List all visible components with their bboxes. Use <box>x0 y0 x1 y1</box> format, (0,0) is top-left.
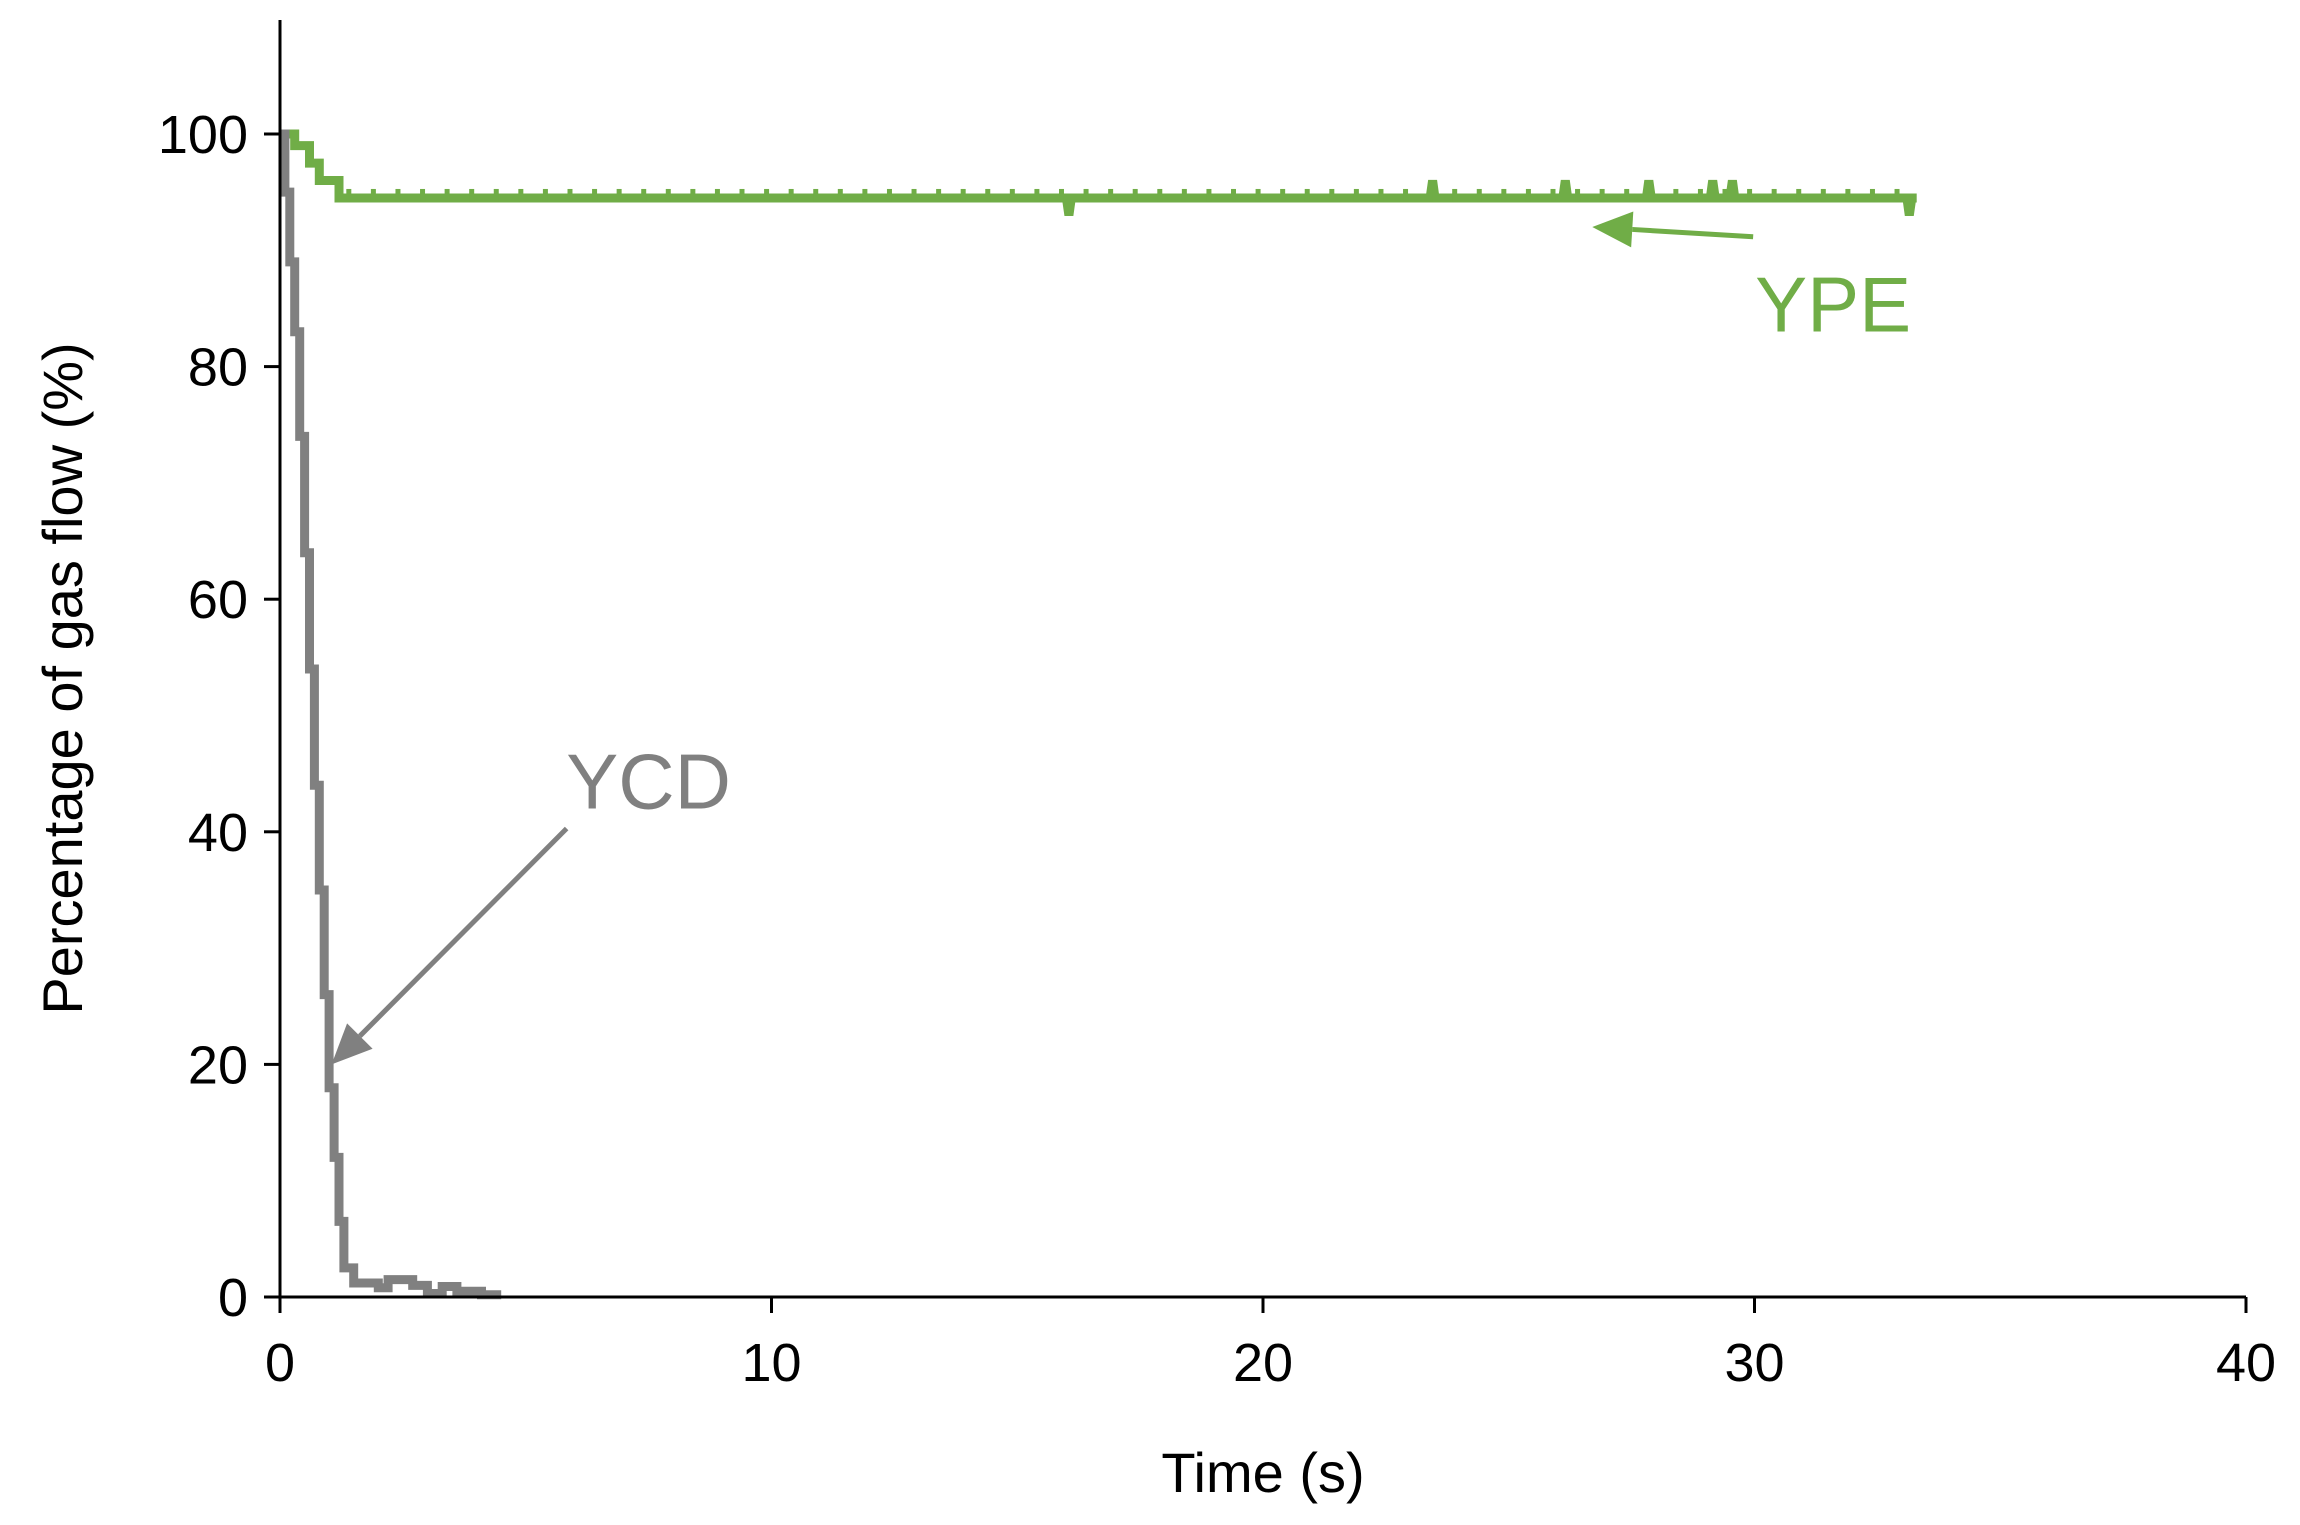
y-tick-label: 60 <box>188 570 248 630</box>
series-group <box>280 129 1917 1300</box>
annotation-arrow-shaft <box>1632 226 1754 240</box>
y-tick-label: 40 <box>188 803 248 863</box>
x-tick-label: 20 <box>1233 1333 1293 1393</box>
annotation-arrow-head <box>1592 211 1634 248</box>
x-tick-label: 0 <box>265 1333 295 1393</box>
annotation-label-ycd: YCD <box>566 738 731 826</box>
y-axis-title: Percentage of gas flow (%) <box>31 342 94 1014</box>
x-tick-label: 30 <box>1724 1333 1784 1393</box>
y-tick-label: 80 <box>188 338 248 398</box>
annotation-label-ype: YPE <box>1755 261 1911 349</box>
x-tick-label: 40 <box>2216 1333 2276 1393</box>
x-tick-label: 10 <box>741 1333 801 1393</box>
x-axis-title: Time (s) <box>1161 1441 1364 1504</box>
y-tick-label: 100 <box>158 105 248 165</box>
y-tick-label: 0 <box>218 1268 248 1328</box>
y-tick-label: 20 <box>188 1035 248 1095</box>
axes-group <box>278 20 2246 1299</box>
series-line-ype <box>280 129 1917 217</box>
annotation-arrow-head <box>331 1023 373 1065</box>
ticks-group: 0 10 20 30 40 0 20 40 60 80 100 <box>158 105 2276 1393</box>
annotation-arrow-shaft <box>358 826 569 1038</box>
series-line-ycd <box>280 129 502 1300</box>
annotations-group: YPE YCD <box>331 211 1911 1065</box>
